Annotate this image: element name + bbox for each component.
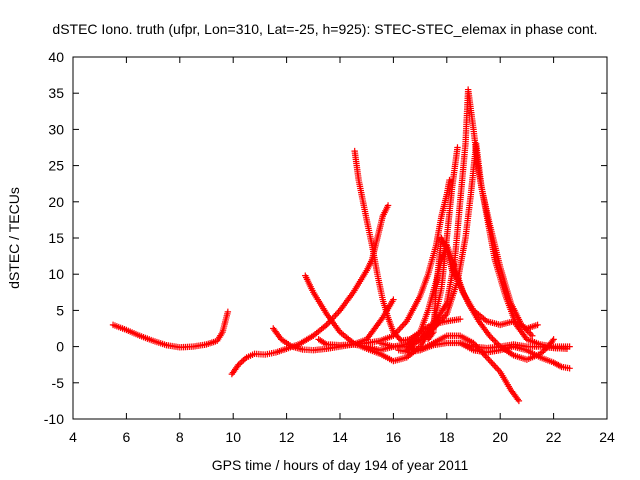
y-tick-label: -10 (44, 411, 64, 427)
data-point-arc-7 (489, 335, 496, 343)
x-tick-label: 6 (123, 429, 131, 445)
data-point-arc-5 (390, 296, 397, 303)
x-tick-label: 22 (546, 429, 562, 445)
data-point-arc-4 (397, 324, 405, 331)
x-tick-label: 18 (439, 429, 455, 445)
x-axis-label: GPS time / hours of day 194 of year 2011 (212, 457, 469, 473)
data-point-arc-3 (396, 336, 404, 343)
data-point-arc-4 (446, 176, 453, 184)
y-tick-label: 10 (48, 266, 64, 282)
x-tick-label: 10 (225, 429, 241, 445)
data-point-arc-2 (454, 144, 461, 151)
data-point-arc-11 (489, 360, 496, 368)
y-tick-label: 0 (56, 339, 64, 355)
data-point-arc-4 (396, 326, 403, 333)
data-point-arc-7 (490, 337, 498, 344)
data-point-arc-11 (494, 365, 501, 372)
x-axis-ticks: 4 6 8 10 12 14 16 18 20 22 24 (69, 57, 615, 445)
x-tick-label: 4 (69, 429, 77, 445)
y-tick-label: -5 (52, 375, 65, 391)
data-points (109, 86, 573, 405)
data-point-arc-1 (332, 312, 339, 319)
data-point-arc-7 (549, 337, 556, 345)
x-tick-label: 14 (332, 429, 348, 445)
data-point-arc-1 (238, 358, 245, 366)
data-point-arc-4 (400, 321, 407, 328)
y-tick-label: 35 (48, 85, 64, 101)
x-tick-label: 16 (386, 429, 402, 445)
data-point-arc-11 (492, 363, 499, 371)
x-tick-label: 20 (492, 429, 508, 445)
y-tick-label: 30 (48, 121, 64, 137)
y-axis-label: dSTEC / TECUs (6, 187, 22, 289)
data-point-arc-4 (399, 322, 406, 330)
data-point-arc-11 (488, 359, 495, 366)
y-tick-label: 20 (48, 194, 64, 210)
data-point-arc-9 (527, 330, 534, 338)
data-point-arc-1 (240, 357, 247, 364)
chart-title: dSTEC Iono. truth (ufpr, Lon=310, Lat=-2… (52, 21, 597, 37)
data-point-arc-9 (529, 332, 536, 339)
data-point-arc-10 (563, 345, 571, 352)
data-point-arc-1 (384, 202, 392, 209)
y-tick-label: 5 (56, 302, 64, 318)
data-point-arc-12 (566, 365, 573, 372)
data-point-arc-1 (333, 310, 341, 317)
data-point-arc-11 (486, 357, 494, 364)
x-tick-label: 24 (599, 429, 615, 445)
y-tick-label: 40 (48, 49, 64, 65)
y-tick-label: 25 (48, 158, 64, 174)
data-point-arc-6 (534, 321, 541, 329)
y-tick-label: 15 (48, 230, 64, 246)
x-tick-label: 12 (279, 429, 295, 445)
data-point-arc-11 (491, 362, 498, 369)
y-axis-ticks: -10 -5 0 5 10 15 20 25 30 35 40 (44, 49, 607, 427)
plot-frame (72, 56, 608, 420)
data-point-arc-11 (485, 355, 492, 363)
data-point-arc-7 (550, 336, 557, 343)
x-tick-label: 8 (176, 429, 184, 445)
data-point-arc-3 (456, 315, 464, 323)
data-point-arc-11 (515, 397, 523, 405)
data-point-arc-0 (224, 308, 232, 316)
